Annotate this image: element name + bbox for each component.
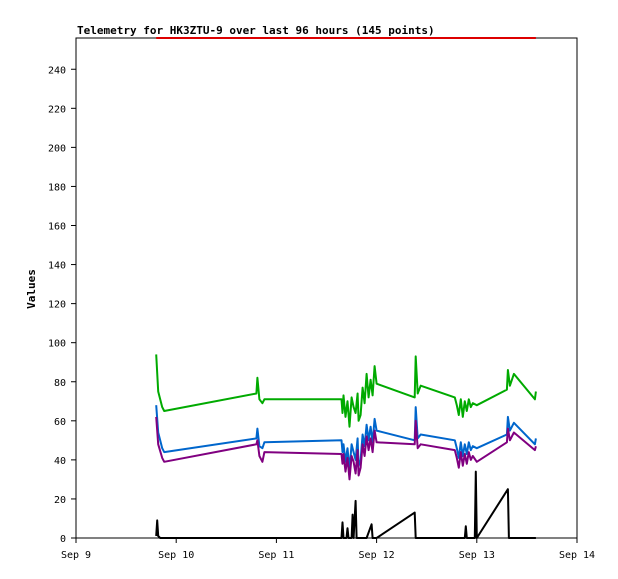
x-tick-label: Sep 14 [559,550,595,561]
series-line-3 [155,416,537,481]
y-axis: 0 20 40 60 80 100 120 140 160 180 200 220 240 [48,65,76,545]
y-tick-label: 60 [54,417,66,428]
y-tick-label: 120 [48,300,66,311]
y-tick-label: 240 [48,65,66,76]
y-tick-label: 100 [48,339,66,350]
x-tick-label: Sep 9 [61,550,91,561]
x-tick-label: Sep 11 [258,550,294,561]
y-tick-label: 20 [54,495,66,506]
x-tick-label: Sep 10 [158,550,194,561]
y-axis-label: Values [25,269,38,309]
x-tick-label: Sep 13 [459,550,495,561]
series-line-4 [155,470,536,539]
plot-area [75,37,578,539]
y-tick-label: 0 [60,534,66,545]
y-tick-label: 160 [48,222,66,233]
y-tick-label: 40 [54,456,66,467]
y-tick-label: 140 [48,261,66,272]
y-tick-label: 200 [48,143,66,154]
y-tick-label: 220 [48,104,66,115]
series-layer [155,37,537,539]
y-tick-label: 180 [48,182,66,193]
chart-title: Telemetry for HK3ZTU-9 over last 96 hour… [77,24,435,37]
series-line-2 [155,405,537,471]
x-tick-label: Sep 12 [359,550,395,561]
x-axis: Sep 9 Sep 10 Sep 11 Sep 12 Sep 13 Sep 14 [61,538,595,561]
y-tick-label: 80 [54,378,66,389]
series-line-1 [155,354,537,428]
